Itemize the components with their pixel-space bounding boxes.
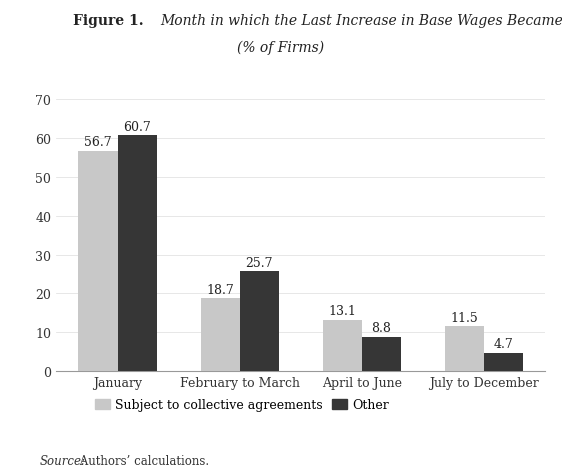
Text: 56.7: 56.7 [84,136,112,149]
Text: 25.7: 25.7 [246,256,273,269]
Text: 11.5: 11.5 [450,311,478,324]
Bar [362,337,401,371]
Text: 18.7: 18.7 [206,283,234,296]
Bar [117,136,157,371]
Text: Figure 1.: Figure 1. [73,14,144,28]
Bar [79,151,117,371]
Legend: Subject to collective agreements, Other: Subject to collective agreements, Other [90,394,394,416]
Text: 4.7: 4.7 [493,337,513,350]
Text: Authors’ calculations.: Authors’ calculations. [76,455,209,467]
Text: 13.1: 13.1 [328,305,356,318]
Bar [323,320,362,371]
Text: Month in which the Last Increase in Base Wages Became Effective: Month in which the Last Increase in Base… [160,14,562,28]
Bar [484,353,523,371]
Text: 8.8: 8.8 [371,321,391,335]
Bar [445,327,484,371]
Text: (% of Firms): (% of Firms) [237,40,325,55]
Text: 60.7: 60.7 [123,120,151,133]
Bar [201,299,239,371]
Text: Source:: Source: [39,455,85,467]
Bar [239,272,279,371]
